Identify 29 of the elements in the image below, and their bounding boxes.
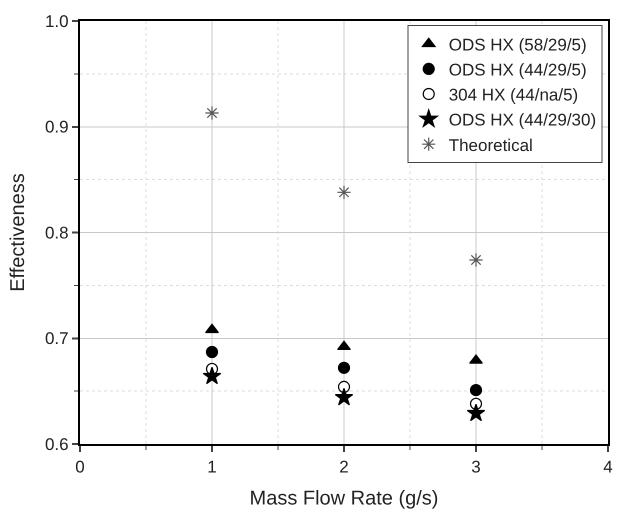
x-tick-label: 0 bbox=[75, 457, 85, 476]
point bbox=[202, 366, 222, 384]
y-tick-label: 0.8 bbox=[44, 223, 69, 242]
legend-label: Theoretical bbox=[448, 136, 533, 155]
legend-label: ODS HX (44/29/30) bbox=[448, 110, 596, 130]
y-axis-title: Effectiveness bbox=[6, 173, 29, 292]
y-tick-label: 0.6 bbox=[44, 434, 69, 454]
legend-label: ODS HX (44/29/5) bbox=[448, 60, 587, 80]
point bbox=[469, 354, 483, 364]
x-tick-label: 4 bbox=[603, 457, 613, 476]
legend-label: 304 HX (44/na/5) bbox=[448, 86, 578, 105]
y-tick-label: 0.9 bbox=[44, 118, 69, 137]
x-tick-label: 1 bbox=[207, 457, 217, 476]
x-tick-label: 2 bbox=[339, 457, 349, 476]
point bbox=[205, 324, 219, 334]
point bbox=[470, 384, 482, 396]
point bbox=[468, 252, 484, 268]
point bbox=[338, 362, 350, 374]
point bbox=[466, 404, 486, 422]
point bbox=[336, 185, 352, 200]
point bbox=[337, 340, 351, 350]
legend-label: ODS HX (58/29/5) bbox=[448, 35, 587, 54]
point bbox=[334, 388, 354, 406]
y-tick-label: 0.7 bbox=[44, 329, 69, 348]
x-axis-title: Mass Flow Rate (g/s) bbox=[250, 487, 438, 510]
y-tick-label: 1.0 bbox=[44, 12, 69, 31]
point bbox=[206, 346, 218, 358]
x-tick-label: 3 bbox=[471, 457, 481, 476]
point bbox=[204, 106, 220, 120]
